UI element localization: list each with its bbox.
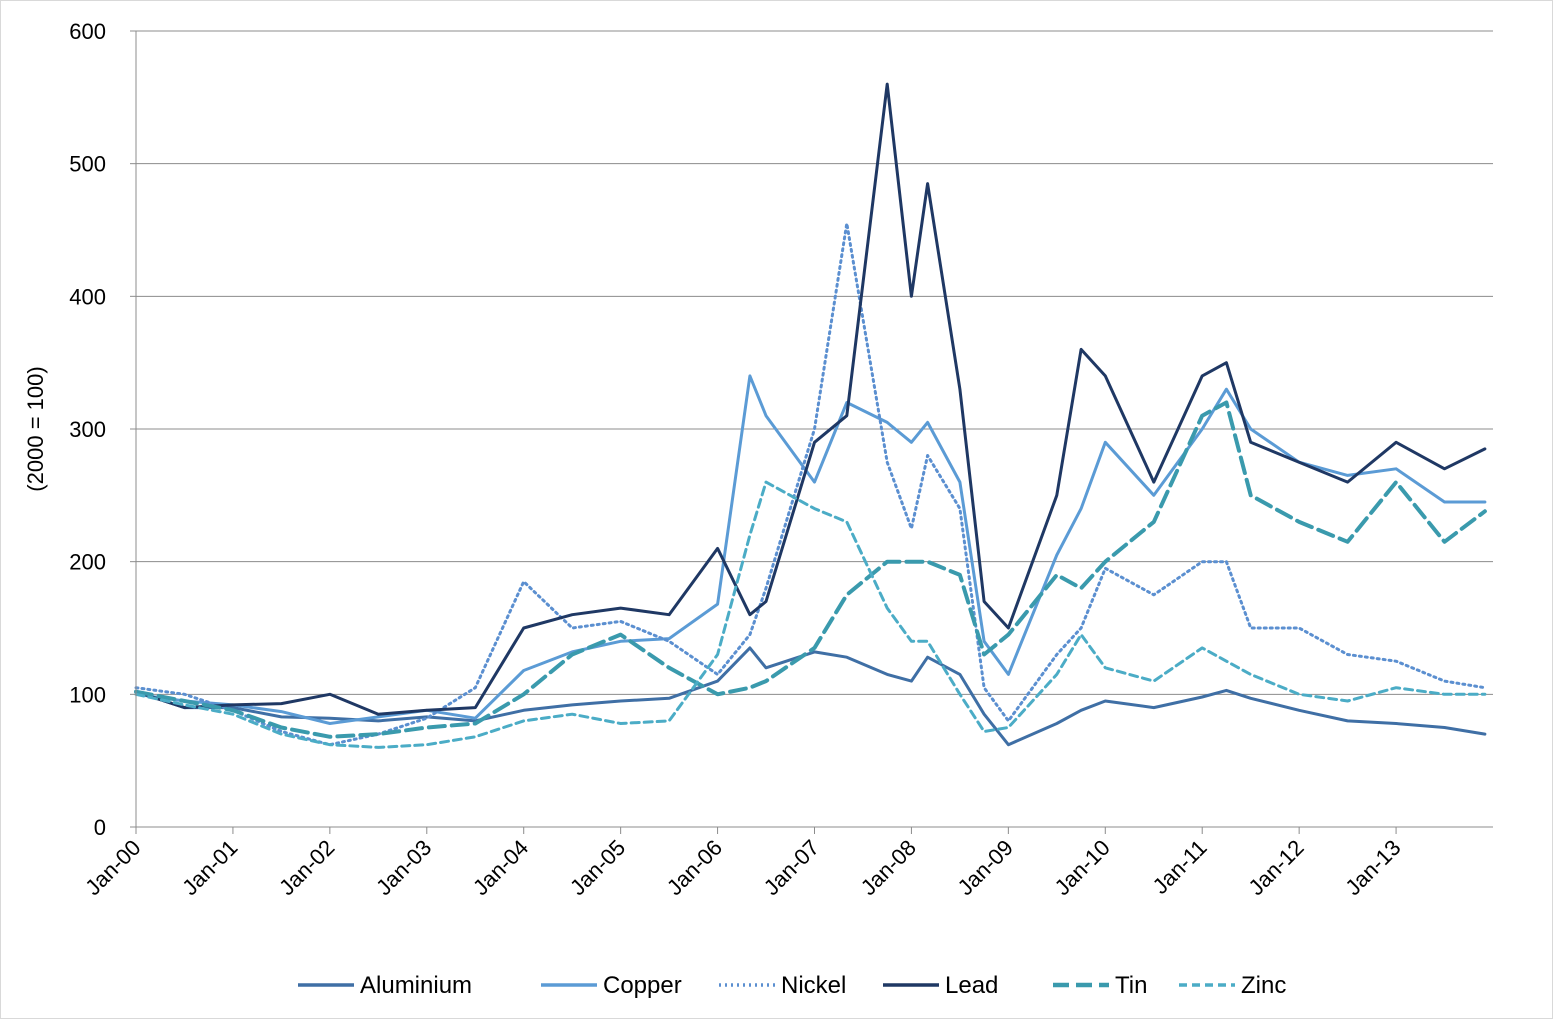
x-tick-label: Jan-01 (177, 835, 242, 900)
x-tick-label: Jan-08 (856, 835, 921, 900)
legend: Aluminium Copper Nickel Lead Tin Zinc (298, 972, 1286, 999)
axes (130, 30, 1493, 834)
series-layer (134, 82, 1487, 749)
legend-label: Aluminium (360, 972, 472, 999)
series-line-copper (134, 374, 1487, 725)
y-tick-label: 400 (69, 284, 106, 309)
series-line-aluminium (134, 646, 1487, 747)
x-tick-label: Jan-11 (1148, 835, 1212, 899)
y-tick-labels: 0 100 200 300 400 500 600 (69, 19, 106, 840)
series-line-nickel (134, 221, 1487, 747)
legend-label: Lead (945, 972, 998, 999)
legend-label: Tin (1115, 972, 1147, 999)
y-tick-label: 100 (69, 682, 106, 707)
y-tick-label: 200 (69, 550, 106, 575)
x-tick-label: Jan-02 (274, 835, 339, 900)
x-tick-label: Jan-05 (565, 835, 630, 900)
x-tick-label: Jan-04 (468, 835, 533, 900)
legend-label: Nickel (781, 972, 846, 999)
series-line-zinc (134, 480, 1487, 749)
series-line-tin (134, 400, 1487, 739)
x-tick-label: Jan-13 (1340, 835, 1405, 900)
y-tick-label: 600 (69, 19, 106, 44)
y-axis-label: (2000 = 100) (23, 366, 48, 491)
x-tick-label: Jan-00 (80, 835, 145, 900)
x-tick-label: Jan-12 (1243, 835, 1308, 900)
series-line-lead (134, 82, 1487, 716)
legend-label: Zinc (1241, 972, 1286, 999)
y-tick-label: 300 (69, 417, 106, 442)
x-tick-label: Jan-06 (662, 835, 727, 900)
legend-label: Copper (603, 972, 682, 999)
x-tick-labels: Jan-00 Jan-01 Jan-02 Jan-03 Jan-04 Jan-05 Jan-… (80, 835, 1405, 900)
y-tick-label: 0 (94, 815, 106, 840)
y-tick-label: 500 (69, 152, 106, 177)
x-tick-label: Jan-10 (1050, 835, 1115, 900)
x-tick-label: Jan-09 (953, 835, 1018, 900)
x-tick-label: Jan-07 (759, 835, 824, 900)
gridlines (136, 30, 1493, 695)
x-tick-label: Jan-03 (371, 835, 436, 900)
